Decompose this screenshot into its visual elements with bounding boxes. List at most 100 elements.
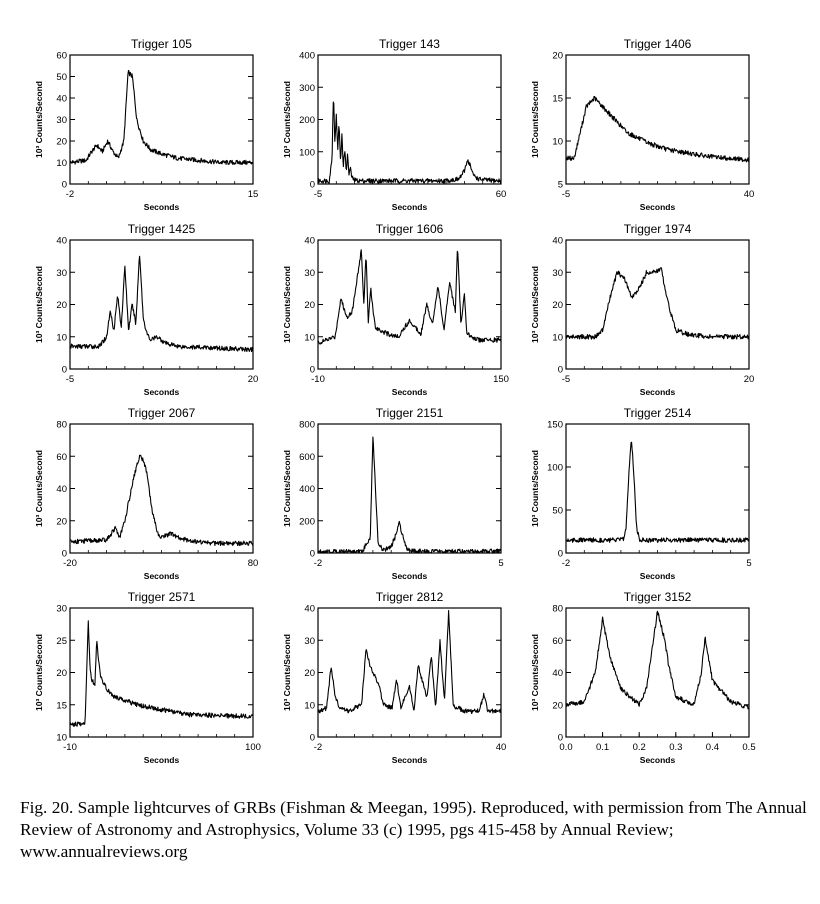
x-tick-label: -10: [311, 374, 325, 385]
lightcurve-line: [69, 620, 254, 727]
x-axis-title: Seconds: [640, 755, 676, 765]
y-tick-label: 200: [299, 516, 315, 527]
y-tick-label: 20: [304, 668, 315, 679]
y-tick-label: 15: [552, 94, 563, 105]
y-tick-label: 150: [547, 420, 563, 431]
lightcurve-line: [317, 436, 502, 554]
y-tick-label: 20: [552, 700, 563, 711]
y-tick-label: 300: [299, 83, 315, 94]
y-tick-label: 0: [558, 733, 563, 744]
y-tick-label: 0: [558, 365, 563, 376]
x-tick-label: -5: [562, 374, 570, 385]
y-axis-title: 10³ Counts/Second: [530, 266, 540, 343]
x-tick-label: 100: [245, 742, 261, 753]
y-tick-label: 60: [56, 51, 67, 62]
x-axis-title: Seconds: [392, 755, 428, 765]
y-axis-title: 10³ Counts/Second: [530, 634, 540, 711]
x-axis-title: Seconds: [144, 571, 180, 581]
x-tick-label: -2: [66, 189, 74, 200]
y-tick-label: 100: [299, 147, 315, 158]
panel-title: Trigger 143: [379, 37, 440, 51]
plot-frame: [69, 423, 254, 554]
chart-panel: Trigger 143 0 100 200 300 400 -5 60 Seconds 10³ C…: [282, 37, 506, 212]
y-tick-label: 0: [558, 549, 563, 560]
x-tick-label: 60: [496, 189, 507, 200]
x-tick-label: 0.0: [559, 742, 572, 753]
y-tick-label: 40: [56, 484, 67, 495]
plot-frame: [565, 607, 750, 738]
y-tick-label: 10: [304, 332, 315, 343]
chart-panel: Trigger 1606 0 10 20 30 40 -10 150 Seconds 10³ Co…: [282, 222, 509, 397]
chart-panel: Trigger 2514 0 50 100 150 -2 5 Seconds 10³ Count…: [530, 406, 752, 581]
y-tick-label: 30: [56, 115, 67, 126]
x-tick-label: -5: [562, 189, 570, 200]
chart-panel: Trigger 3152 0 20 40 60 80 0.0 0.1 0.2 0.3 0.4 0.5 S…: [530, 590, 756, 765]
y-tick-label: 60: [552, 636, 563, 647]
lightcurve-line: [565, 610, 750, 710]
y-tick-label: 10: [552, 137, 563, 148]
y-tick-label: 40: [56, 94, 67, 105]
chart-panel: Trigger 2151 0 200 400 600 800 -2 5 Seconds 10³ C…: [282, 406, 504, 581]
plot-frame: [317, 239, 502, 370]
y-axis-title: 10³ Counts/Second: [282, 450, 292, 527]
y-tick-label: 20: [552, 51, 563, 62]
x-axis-title: Seconds: [640, 387, 676, 397]
y-tick-label: 0: [310, 733, 315, 744]
y-axis-title: 10³ Counts/Second: [34, 81, 44, 158]
plot-frame: [69, 607, 254, 738]
panel-title: Trigger 2151: [376, 406, 444, 420]
y-tick-label: 60: [56, 452, 67, 463]
plot-frame: [565, 423, 750, 554]
y-axis-title: 10³ Counts/Second: [530, 450, 540, 527]
y-tick-label: 400: [299, 51, 315, 62]
y-tick-label: 80: [552, 604, 563, 615]
x-tick-label: 20: [248, 374, 259, 385]
lightcurve-line: [565, 95, 750, 163]
lightcurve-line: [317, 610, 502, 714]
y-tick-label: 400: [299, 484, 315, 495]
y-axis-title: 10³ Counts/Second: [282, 266, 292, 343]
y-axis-title: 10³ Counts/Second: [34, 634, 44, 711]
y-tick-label: 25: [56, 636, 67, 647]
x-tick-label: 40: [496, 742, 507, 753]
chart-panel: Trigger 2812 0 10 20 30 40 -2 40 Seconds 10³ Coun…: [282, 590, 506, 765]
x-tick-label: 20: [744, 374, 755, 385]
y-tick-label: 50: [552, 506, 563, 517]
lightcurve-line: [565, 267, 750, 340]
y-tick-label: 10: [304, 700, 315, 711]
x-tick-label: 0.2: [633, 742, 646, 753]
chart-panel: Trigger 2067 0 20 40 60 80 -20 80 Seconds 10³ Cou…: [34, 406, 258, 581]
y-tick-label: 800: [299, 420, 315, 431]
y-tick-label: 15: [56, 700, 67, 711]
x-tick-label: 80: [248, 558, 259, 569]
plot-frame: [69, 54, 254, 185]
y-tick-label: 0: [62, 549, 67, 560]
chart-panel: Trigger 1406 5 10 15 20 -5 40 Seconds 10³ Counts…: [530, 37, 754, 212]
panel-title: Trigger 1974: [624, 222, 692, 236]
lightcurve-line: [565, 441, 750, 543]
chart-panel: Trigger 1425 0 10 20 30 40 -5 20 Seconds 10³ Coun…: [34, 222, 258, 397]
y-tick-label: 40: [552, 668, 563, 679]
x-axis-title: Seconds: [144, 755, 180, 765]
y-tick-label: 20: [552, 300, 563, 311]
x-tick-label: -2: [562, 558, 570, 569]
y-tick-label: 40: [304, 604, 315, 615]
x-tick-label: 0.4: [706, 742, 719, 753]
x-axis-title: Seconds: [144, 387, 180, 397]
y-tick-label: 100: [547, 463, 563, 474]
y-tick-label: 10: [56, 158, 67, 169]
y-axis-title: 10³ Counts/Second: [34, 450, 44, 527]
x-axis-title: Seconds: [392, 387, 428, 397]
x-tick-label: 40: [744, 189, 755, 200]
panel-title: Trigger 3152: [624, 590, 692, 604]
y-tick-label: 10: [56, 733, 67, 744]
y-axis-title: 10³ Counts/Second: [282, 81, 292, 158]
y-tick-label: 40: [304, 236, 315, 247]
y-tick-label: 30: [56, 604, 67, 615]
x-tick-label: -5: [66, 374, 74, 385]
x-axis-title: Seconds: [392, 202, 428, 212]
x-tick-label: 5: [498, 558, 503, 569]
y-tick-label: 10: [56, 332, 67, 343]
y-tick-label: 30: [552, 268, 563, 279]
y-tick-label: 0: [310, 549, 315, 560]
